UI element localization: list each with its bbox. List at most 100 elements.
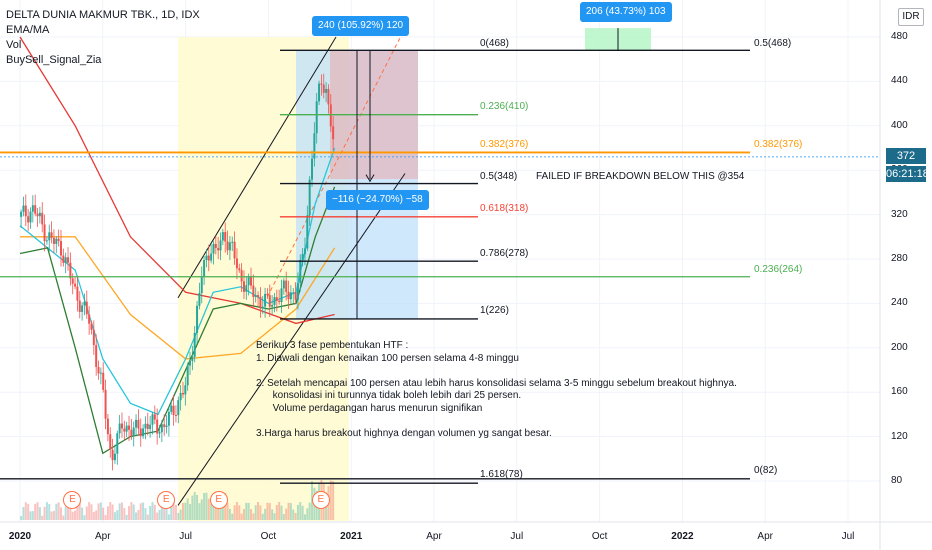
- candle: [200, 266, 203, 520]
- candle-body: [196, 305, 199, 333]
- fib-layer[interactable]: [0, 49, 880, 484]
- bar-countdown-tag: 06:21:18: [886, 166, 929, 182]
- volume-bar: [128, 506, 131, 520]
- volume-bar: [43, 506, 46, 520]
- candle: [221, 228, 224, 520]
- candle-body: [313, 133, 316, 159]
- y-tick-440: 440: [891, 75, 908, 87]
- candle-body: [320, 83, 323, 85]
- volume-bar: [296, 504, 299, 520]
- candle: [287, 280, 290, 520]
- volume-bar: [76, 503, 79, 520]
- volume-bar: [59, 507, 62, 520]
- volume-bar: [71, 511, 74, 520]
- candle: [245, 276, 248, 520]
- symbol-title[interactable]: DELTA DUNIA MAKMUR TBK., 1D, IDX: [6, 9, 200, 21]
- volume-bar: [242, 508, 245, 520]
- candle-body: [97, 366, 100, 374]
- candle: [29, 207, 32, 520]
- volume-bar: [69, 504, 72, 520]
- candle-body: [221, 232, 224, 241]
- candle-body: [22, 205, 25, 212]
- volume-bar: [149, 505, 152, 520]
- volume-bar: [137, 510, 140, 520]
- fib-label-0236: 0.236(410): [480, 101, 529, 112]
- volume-bar: [160, 503, 163, 520]
- candle-body: [62, 255, 65, 263]
- candle: [125, 421, 128, 520]
- earnings-marker[interactable]: E: [63, 491, 82, 509]
- candle: [174, 405, 177, 520]
- candle-body: [78, 300, 81, 312]
- volume-bar: [189, 504, 192, 520]
- volume-bar: [233, 505, 236, 520]
- candle-body: [198, 292, 201, 306]
- candle: [109, 427, 112, 520]
- candle-body: [90, 323, 93, 330]
- candle: [303, 237, 306, 520]
- candle: [59, 230, 62, 520]
- candle-body: [250, 276, 253, 286]
- candle-body: [172, 405, 175, 415]
- volume-bar: [170, 505, 173, 520]
- candle: [139, 418, 142, 520]
- htf-notes-text[interactable]: Berikut 3 fase pembentukan HTF : 1. Diaw…: [256, 340, 737, 440]
- x-tick-apr: Apr: [426, 531, 442, 542]
- volume-bar: [92, 511, 95, 520]
- y-tick-320: 320: [891, 208, 908, 220]
- candle-body: [233, 241, 236, 259]
- breakdown-annotation[interactable]: FAILED IF BREAKDOWN BELOW THIS @354: [536, 171, 745, 182]
- candle: [57, 229, 60, 520]
- candle-body: [59, 240, 62, 256]
- volume-bar: [245, 502, 248, 520]
- candle: [38, 206, 41, 520]
- measure-callout-right[interactable]: 206 (43.73%) 103: [580, 2, 672, 22]
- volume-bar: [252, 513, 255, 520]
- current-price-tag[interactable]: 372: [886, 148, 926, 164]
- candle: [226, 230, 229, 520]
- indicator-ema-ma[interactable]: EMA/MA: [6, 24, 50, 36]
- candle-body: [57, 238, 60, 241]
- fib-label-05: 0.5(348): [480, 171, 518, 182]
- candle: [64, 252, 67, 520]
- volume-bar: [97, 503, 100, 520]
- candle: [34, 194, 37, 520]
- candle: [156, 408, 159, 520]
- ma-green-signal: [19, 186, 336, 455]
- fib-label-1: 1(226): [480, 305, 509, 316]
- indicator-buysell[interactable]: BuySell_Signal_Zia: [6, 54, 102, 66]
- candle-body: [38, 212, 41, 217]
- volume-bar: [109, 502, 112, 520]
- candle: [294, 282, 297, 520]
- volume-bar: [27, 503, 30, 520]
- candle-body: [24, 205, 27, 217]
- x-tick-2021: 2021: [340, 531, 363, 542]
- candle-body: [88, 314, 91, 324]
- earnings-marker[interactable]: E: [157, 491, 176, 509]
- earnings-marker[interactable]: E: [209, 491, 228, 509]
- candle-body: [116, 433, 119, 454]
- volume-bar: [266, 502, 269, 520]
- ma-red-long: [19, 36, 335, 325]
- indicator-vol[interactable]: Vol: [6, 39, 22, 51]
- measure-callout-top[interactable]: 240 (105.92%) 120: [312, 16, 410, 36]
- candle: [153, 405, 156, 520]
- volume-bar: [329, 480, 332, 520]
- candle: [135, 414, 138, 520]
- currency-unit-badge[interactable]: IDR: [898, 8, 924, 26]
- candle: [275, 289, 278, 520]
- x-tick-apr: Apr: [95, 531, 111, 542]
- candle-body: [231, 241, 234, 243]
- candle: [50, 221, 53, 520]
- candle: [90, 320, 93, 520]
- candle: [177, 396, 180, 520]
- fib-right-label-0382: 0.382(376): [754, 139, 803, 150]
- measure-callout-mid[interactable]: −116 (−24.70%) −58: [326, 190, 429, 210]
- fib-right-label-05: 0.5(468): [754, 38, 792, 49]
- earnings-marker[interactable]: E: [311, 491, 330, 509]
- volume-bar: [130, 502, 133, 520]
- volume-bar: [113, 512, 116, 520]
- volume-bar: [62, 515, 65, 520]
- candle-body: [224, 232, 227, 242]
